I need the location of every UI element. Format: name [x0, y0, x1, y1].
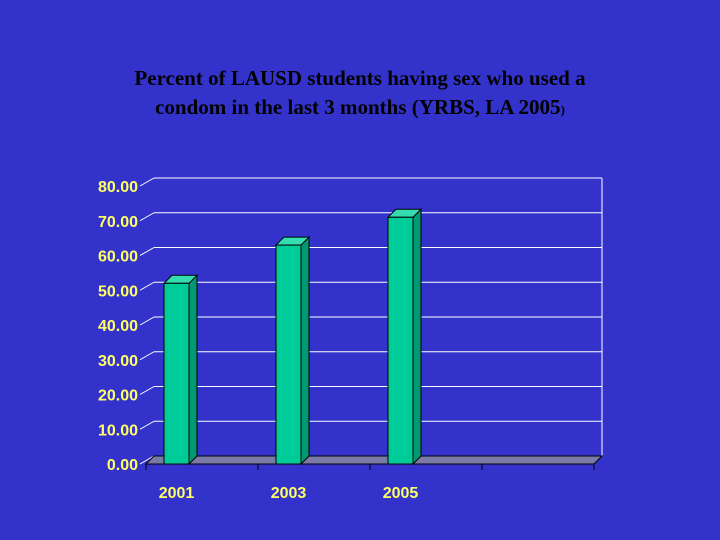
chart-title-line-2: condom in the last 3 months (YRBS, LA 20…: [40, 93, 680, 124]
y-tick-mark: [139, 247, 155, 256]
bar-front: [387, 216, 414, 465]
y-tick-mark: [139, 316, 155, 326]
x-axis-ticks: 2001 2003 2005: [145, 464, 595, 502]
bar-front: [163, 282, 190, 465]
y-tick-mark: [139, 386, 155, 395]
y-tick-mark: [139, 281, 155, 291]
bar-front: [275, 244, 302, 465]
y-tick-label: 20.00: [98, 388, 138, 405]
y-tick-label: 50.00: [98, 283, 138, 300]
bar: [162, 274, 199, 466]
y-tick-mark: [139, 212, 155, 222]
bar: [386, 208, 423, 466]
y-tick-mark: [139, 455, 155, 465]
y-tick-label: 10.00: [98, 422, 138, 439]
x-tick-label: 2003: [271, 485, 307, 502]
y-axis-ticks: 0.00 10.00 20.00 30.00 40.00 50.00 60.00 70.00 8…: [98, 179, 138, 474]
y-tick-label: 60.00: [98, 249, 138, 266]
x-tick-label: 2001: [159, 485, 195, 502]
y-tick-mark: [139, 177, 155, 187]
y-tick-mark: [139, 351, 155, 361]
chart-floor: [144, 455, 604, 465]
chart-title: Percent of LAUSD students having sex who…: [40, 64, 680, 124]
y-tick-label: 40.00: [98, 318, 138, 335]
x-tick-label: 2005: [383, 485, 419, 502]
y-tick-label: 80.00: [98, 179, 138, 196]
y-tick-mark: [139, 420, 155, 430]
bar-side: [300, 235, 310, 466]
y-tick-label: 30.00: [98, 353, 138, 370]
bars: [162, 208, 423, 466]
chart-title-line-1: Percent of LAUSD students having sex who…: [134, 66, 586, 90]
y-tick-label: 70.00: [98, 214, 138, 231]
y-tick-label: 0.00: [107, 457, 138, 474]
gridlines: [139, 177, 602, 465]
bar-side: [188, 274, 198, 466]
chart-title-line-2-text: condom in the last 3 months (YRBS, LA 20…: [155, 95, 561, 119]
bar-side: [412, 208, 422, 466]
chart-title-suffix: ): [560, 102, 565, 117]
bar: [274, 235, 311, 466]
floor-plane: [144, 455, 604, 465]
